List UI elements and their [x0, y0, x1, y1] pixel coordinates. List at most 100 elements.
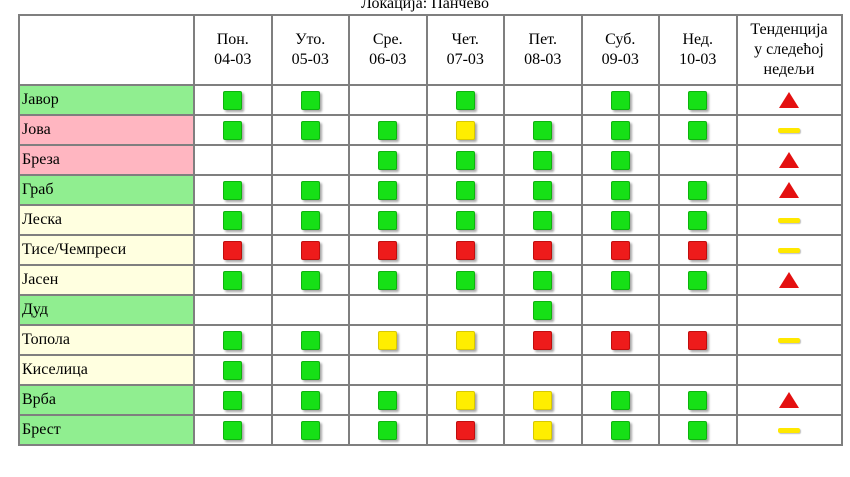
pollen-level-green-icon — [533, 150, 553, 170]
level-cell — [503, 324, 583, 356]
level-cell — [503, 114, 583, 146]
pollen-level-green-icon — [300, 330, 320, 350]
level-cell — [580, 84, 660, 116]
table-row: Топола — [18, 324, 843, 356]
pollen-level-green-icon — [533, 300, 553, 320]
pollen-level-green-icon — [223, 330, 243, 350]
level-cell — [270, 384, 350, 416]
level-cell — [348, 414, 428, 446]
trend-cell — [735, 114, 843, 146]
day-name: Уто. — [295, 31, 326, 48]
pollen-level-green-icon — [688, 210, 708, 230]
pollen-level-green-icon — [300, 180, 320, 200]
level-cell — [503, 264, 583, 296]
pollen-level-green-icon — [223, 270, 243, 290]
level-cell — [348, 294, 428, 326]
day-name: Пет. — [528, 31, 557, 48]
level-cell — [503, 204, 583, 236]
table-row: Брест — [18, 414, 843, 446]
level-cell — [193, 264, 273, 296]
pollen-level-green-icon — [455, 180, 475, 200]
day-date: 09-03 — [601, 51, 639, 68]
level-cell — [503, 414, 583, 446]
pollen-level-green-icon — [533, 270, 553, 290]
level-cell — [270, 204, 350, 236]
trend-flat-icon — [778, 427, 800, 433]
day-header: Нед. 10-03 — [658, 14, 738, 86]
trend-up-icon — [779, 392, 799, 409]
trend-flat-icon — [778, 247, 800, 253]
plant-name: Топола — [18, 324, 195, 356]
pollen-level-green-icon — [223, 360, 243, 380]
pollen-level-green-icon — [300, 270, 320, 290]
pollen-level-green-icon — [455, 90, 475, 110]
pollen-level-green-icon — [378, 210, 398, 230]
trend-up-icon — [779, 182, 799, 199]
pollen-level-red-icon — [533, 330, 553, 350]
pollen-level-green-icon — [300, 90, 320, 110]
plant-name: Јасен — [18, 264, 195, 296]
level-cell — [503, 294, 583, 326]
day-date: 10-03 — [679, 51, 717, 68]
level-cell — [348, 264, 428, 296]
level-cell — [270, 264, 350, 296]
plant-name: Киселица — [18, 354, 195, 386]
day-header: Суб. 09-03 — [580, 14, 660, 86]
table-row: Јавор — [18, 84, 843, 116]
pollen-level-green-icon — [688, 120, 708, 140]
level-cell — [193, 234, 273, 266]
pollen-level-red-icon — [533, 240, 553, 260]
plant-name: Бреза — [18, 144, 195, 176]
pollen-level-green-icon — [610, 120, 630, 140]
level-cell — [348, 204, 428, 236]
pollen-level-green-icon — [223, 90, 243, 110]
level-cell — [193, 384, 273, 416]
level-cell — [658, 114, 738, 146]
level-cell — [425, 264, 505, 296]
table-row: Тисе/Чемпреси — [18, 234, 843, 266]
pollen-level-green-icon — [610, 210, 630, 230]
level-cell — [503, 84, 583, 116]
level-cell — [658, 294, 738, 326]
level-cell — [658, 264, 738, 296]
trend-cell — [735, 354, 843, 386]
day-date: 08-03 — [524, 51, 562, 68]
pollen-level-green-icon — [300, 390, 320, 410]
trend-cell — [735, 144, 843, 176]
level-cell — [193, 354, 273, 386]
level-cell — [348, 354, 428, 386]
trend-header-line: недељи — [763, 61, 815, 78]
table-row: Јасен — [18, 264, 843, 296]
plant-name: Јова — [18, 114, 195, 146]
plant-name: Врба — [18, 384, 195, 416]
level-cell — [425, 174, 505, 206]
level-cell — [348, 84, 428, 116]
pollen-level-red-icon — [378, 240, 398, 260]
pollen-level-green-icon — [533, 120, 553, 140]
day-name: Пон. — [216, 31, 249, 48]
pollen-level-red-icon — [300, 240, 320, 260]
level-cell — [425, 414, 505, 446]
level-cell — [658, 234, 738, 266]
day-name: Сре. — [372, 31, 403, 48]
pollen-level-green-icon — [378, 270, 398, 290]
level-cell — [580, 144, 660, 176]
plant-name: Дуд — [18, 294, 195, 326]
pollen-level-green-icon — [688, 90, 708, 110]
level-cell — [425, 234, 505, 266]
pollen-level-green-icon — [688, 180, 708, 200]
pollen-level-green-icon — [378, 120, 398, 140]
level-cell — [580, 264, 660, 296]
day-date: 05-03 — [291, 51, 329, 68]
trend-flat-icon — [778, 217, 800, 223]
level-cell — [503, 234, 583, 266]
level-cell — [580, 174, 660, 206]
level-cell — [580, 384, 660, 416]
level-cell — [348, 144, 428, 176]
pollen-level-yellow-icon — [455, 330, 475, 350]
day-name: Чет. — [451, 31, 479, 48]
level-cell — [348, 174, 428, 206]
pollen-level-yellow-icon — [533, 420, 553, 440]
level-cell — [270, 354, 350, 386]
day-date: 07-03 — [446, 51, 484, 68]
